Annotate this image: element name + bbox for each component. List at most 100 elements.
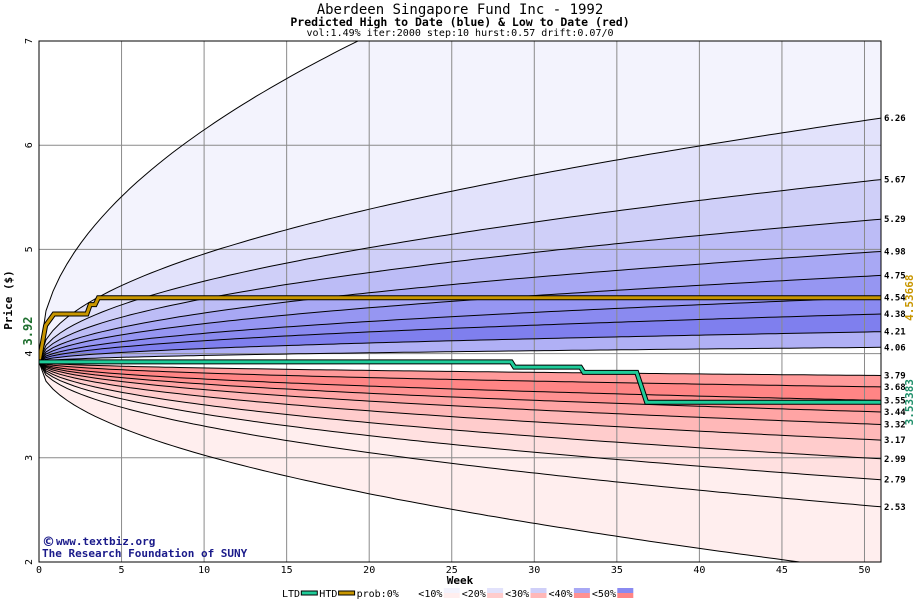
quantile-end-label: 5.29	[884, 215, 906, 225]
quantile-end-label: 4.06	[884, 343, 906, 353]
quantile-end-label: 5.67	[884, 176, 906, 186]
legend-item-label: prob:0%	[357, 589, 399, 600]
quantile-line-outer-high	[39, 41, 360, 358]
quantile-line-low-1	[39, 361, 881, 388]
y-ticks: 2 3 4 5 6 7	[24, 38, 35, 565]
y-tick-label: 4	[24, 351, 35, 357]
band-low-0	[39, 361, 881, 387]
quantile-line-high-0	[39, 117, 881, 363]
quantile-line-high-6	[39, 313, 881, 363]
quantile-line-low-4	[39, 361, 881, 425]
legend-swatch-low-2	[400, 593, 417, 598]
band-high-2	[39, 179, 881, 362]
x-tick-label: 10	[198, 565, 210, 576]
band-low-4	[39, 361, 881, 441]
chart-params: vol:1.49% iter:2000 step:10 hurst:0.57 d…	[306, 28, 614, 39]
legend: LTD HTD prob:0% <10% <20% <30% <40% <50%	[282, 588, 634, 600]
series-line-htd	[39, 296, 881, 363]
series-lines	[39, 295, 881, 405]
series-line-ltd	[39, 360, 881, 404]
legend-swatch-ltd	[300, 590, 318, 596]
watermark-copyright-icon: ©	[42, 535, 55, 550]
quantile-end-label: 4.21	[884, 328, 906, 338]
quantile-end-label: 4.98	[884, 247, 906, 257]
x-axis-label: Week	[447, 574, 474, 587]
x-tick-label: 5	[119, 565, 125, 576]
y-axis-label: Price ($)	[2, 270, 15, 330]
x-tick-label: 45	[776, 565, 788, 576]
x-tick-label: 0	[36, 565, 42, 576]
quantile-end-label: 2.53	[884, 503, 906, 513]
watermark: © www.textbiz.org The Research Foundatio…	[42, 535, 248, 560]
quantile-end-label: 2.99	[884, 455, 906, 465]
quantile-line-low-2	[39, 361, 881, 401]
quantile-line-low-0	[39, 361, 881, 376]
y-tick-label: 6	[24, 142, 35, 148]
legend-swatch-high-2	[400, 588, 417, 593]
x-tick-label: 25	[446, 565, 458, 576]
band-low-5	[39, 361, 881, 459]
band-low-7	[39, 361, 881, 507]
band-high-4	[39, 251, 881, 362]
legend-swatch-low-4	[487, 593, 504, 598]
series-end-label-ltd: 3.53383	[903, 379, 916, 425]
quantile-line-low-7	[39, 361, 881, 481]
band-high-3	[39, 219, 881, 362]
legend-item-label: <20%	[462, 589, 486, 600]
quantile-end-label: 3.79	[884, 371, 906, 381]
quantile-line-low-3	[39, 361, 881, 413]
quantile-end-label: 4.75	[884, 271, 906, 281]
quantile-lines	[39, 41, 881, 562]
watermark-line2: The Research Foundation of SUNY	[42, 547, 248, 560]
quantile-line-low-5	[39, 361, 881, 441]
quantile-line-high-3	[39, 251, 881, 363]
quantile-end-label: 4.38	[884, 310, 906, 320]
legend-swatch-low-5	[530, 593, 547, 598]
band-low-8	[39, 361, 881, 562]
quantile-line-high-5	[39, 296, 881, 363]
quantile-line-high-8	[39, 346, 881, 363]
legend-item-label: <30%	[505, 589, 529, 600]
chart-title: Aberdeen Singapore Fund Inc - 1992	[316, 2, 604, 18]
quantile-end-label: 2.79	[884, 476, 906, 486]
quantile-end-label: 3.68	[884, 383, 906, 393]
quantile-line-outer-low	[39, 361, 804, 562]
band-high-7	[39, 314, 881, 362]
legend-swatch-low-6	[573, 593, 590, 598]
quantile-end-label: 3.55	[884, 396, 906, 406]
band-high-1	[39, 118, 881, 362]
end-labels: 6.26 5.67 5.29 4.98 4.75 4.54 4.38 4.21 4.06 3.79…	[884, 114, 916, 513]
y-tick-label: 7	[24, 38, 35, 44]
y-tick-label: 3	[24, 455, 35, 461]
quantile-line-high-2	[39, 218, 881, 363]
x-tick-label: 50	[858, 565, 870, 576]
legend-swatch-high-5	[530, 588, 547, 593]
x-ticks: 0 5 10 15 20 25 30 35 40 45 50	[36, 565, 871, 576]
quantile-line-low-8	[39, 361, 881, 508]
band-low-1	[39, 361, 881, 401]
band-low-2	[39, 361, 881, 412]
legend-swatch-high-6	[573, 588, 590, 593]
quantile-end-label: 6.26	[884, 114, 906, 124]
quantile-end-label: 3.32	[884, 420, 906, 430]
x-tick-label: 30	[528, 565, 540, 576]
legend-swatch-high-7	[617, 588, 634, 593]
x-tick-label: 35	[611, 565, 623, 576]
y-tick-label: 5	[24, 246, 35, 252]
x-tick-label: 40	[693, 565, 705, 576]
legend-swatch-low-3	[443, 593, 460, 598]
watermark-line1: www.textbiz.org	[56, 535, 155, 548]
quantile-line-low-6	[39, 361, 881, 460]
band-high-6	[39, 297, 881, 362]
band-low-3	[39, 361, 881, 425]
plot-border	[38, 40, 882, 563]
legend-swatch-low-7	[617, 593, 634, 598]
legend-swatch-high-3	[443, 588, 460, 593]
legend-swatch-htd	[338, 590, 356, 596]
legend-item-label: HTD	[319, 589, 337, 600]
legend-item-label: LTD	[282, 589, 300, 600]
y-tick-label: 2	[24, 559, 35, 565]
legend-swatch-high-4	[487, 588, 504, 593]
x-tick-label: 20	[363, 565, 375, 576]
